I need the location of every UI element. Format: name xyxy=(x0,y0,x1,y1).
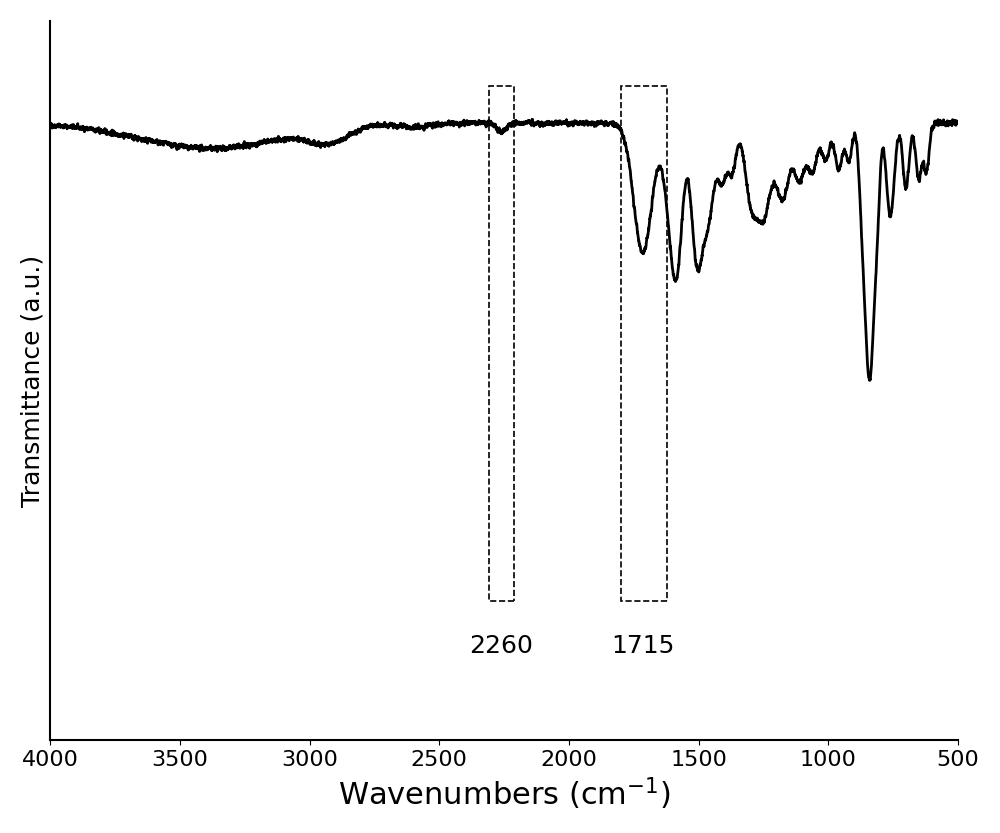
Bar xyxy=(489,86,514,601)
Text: 2260: 2260 xyxy=(470,634,533,657)
Bar xyxy=(621,86,667,601)
Text: 1715: 1715 xyxy=(611,634,674,657)
X-axis label: Wavenumbers (cm$^{-1}$): Wavenumbers (cm$^{-1}$) xyxy=(338,776,670,812)
Y-axis label: Transmittance (a.u.): Transmittance (a.u.) xyxy=(21,255,45,506)
